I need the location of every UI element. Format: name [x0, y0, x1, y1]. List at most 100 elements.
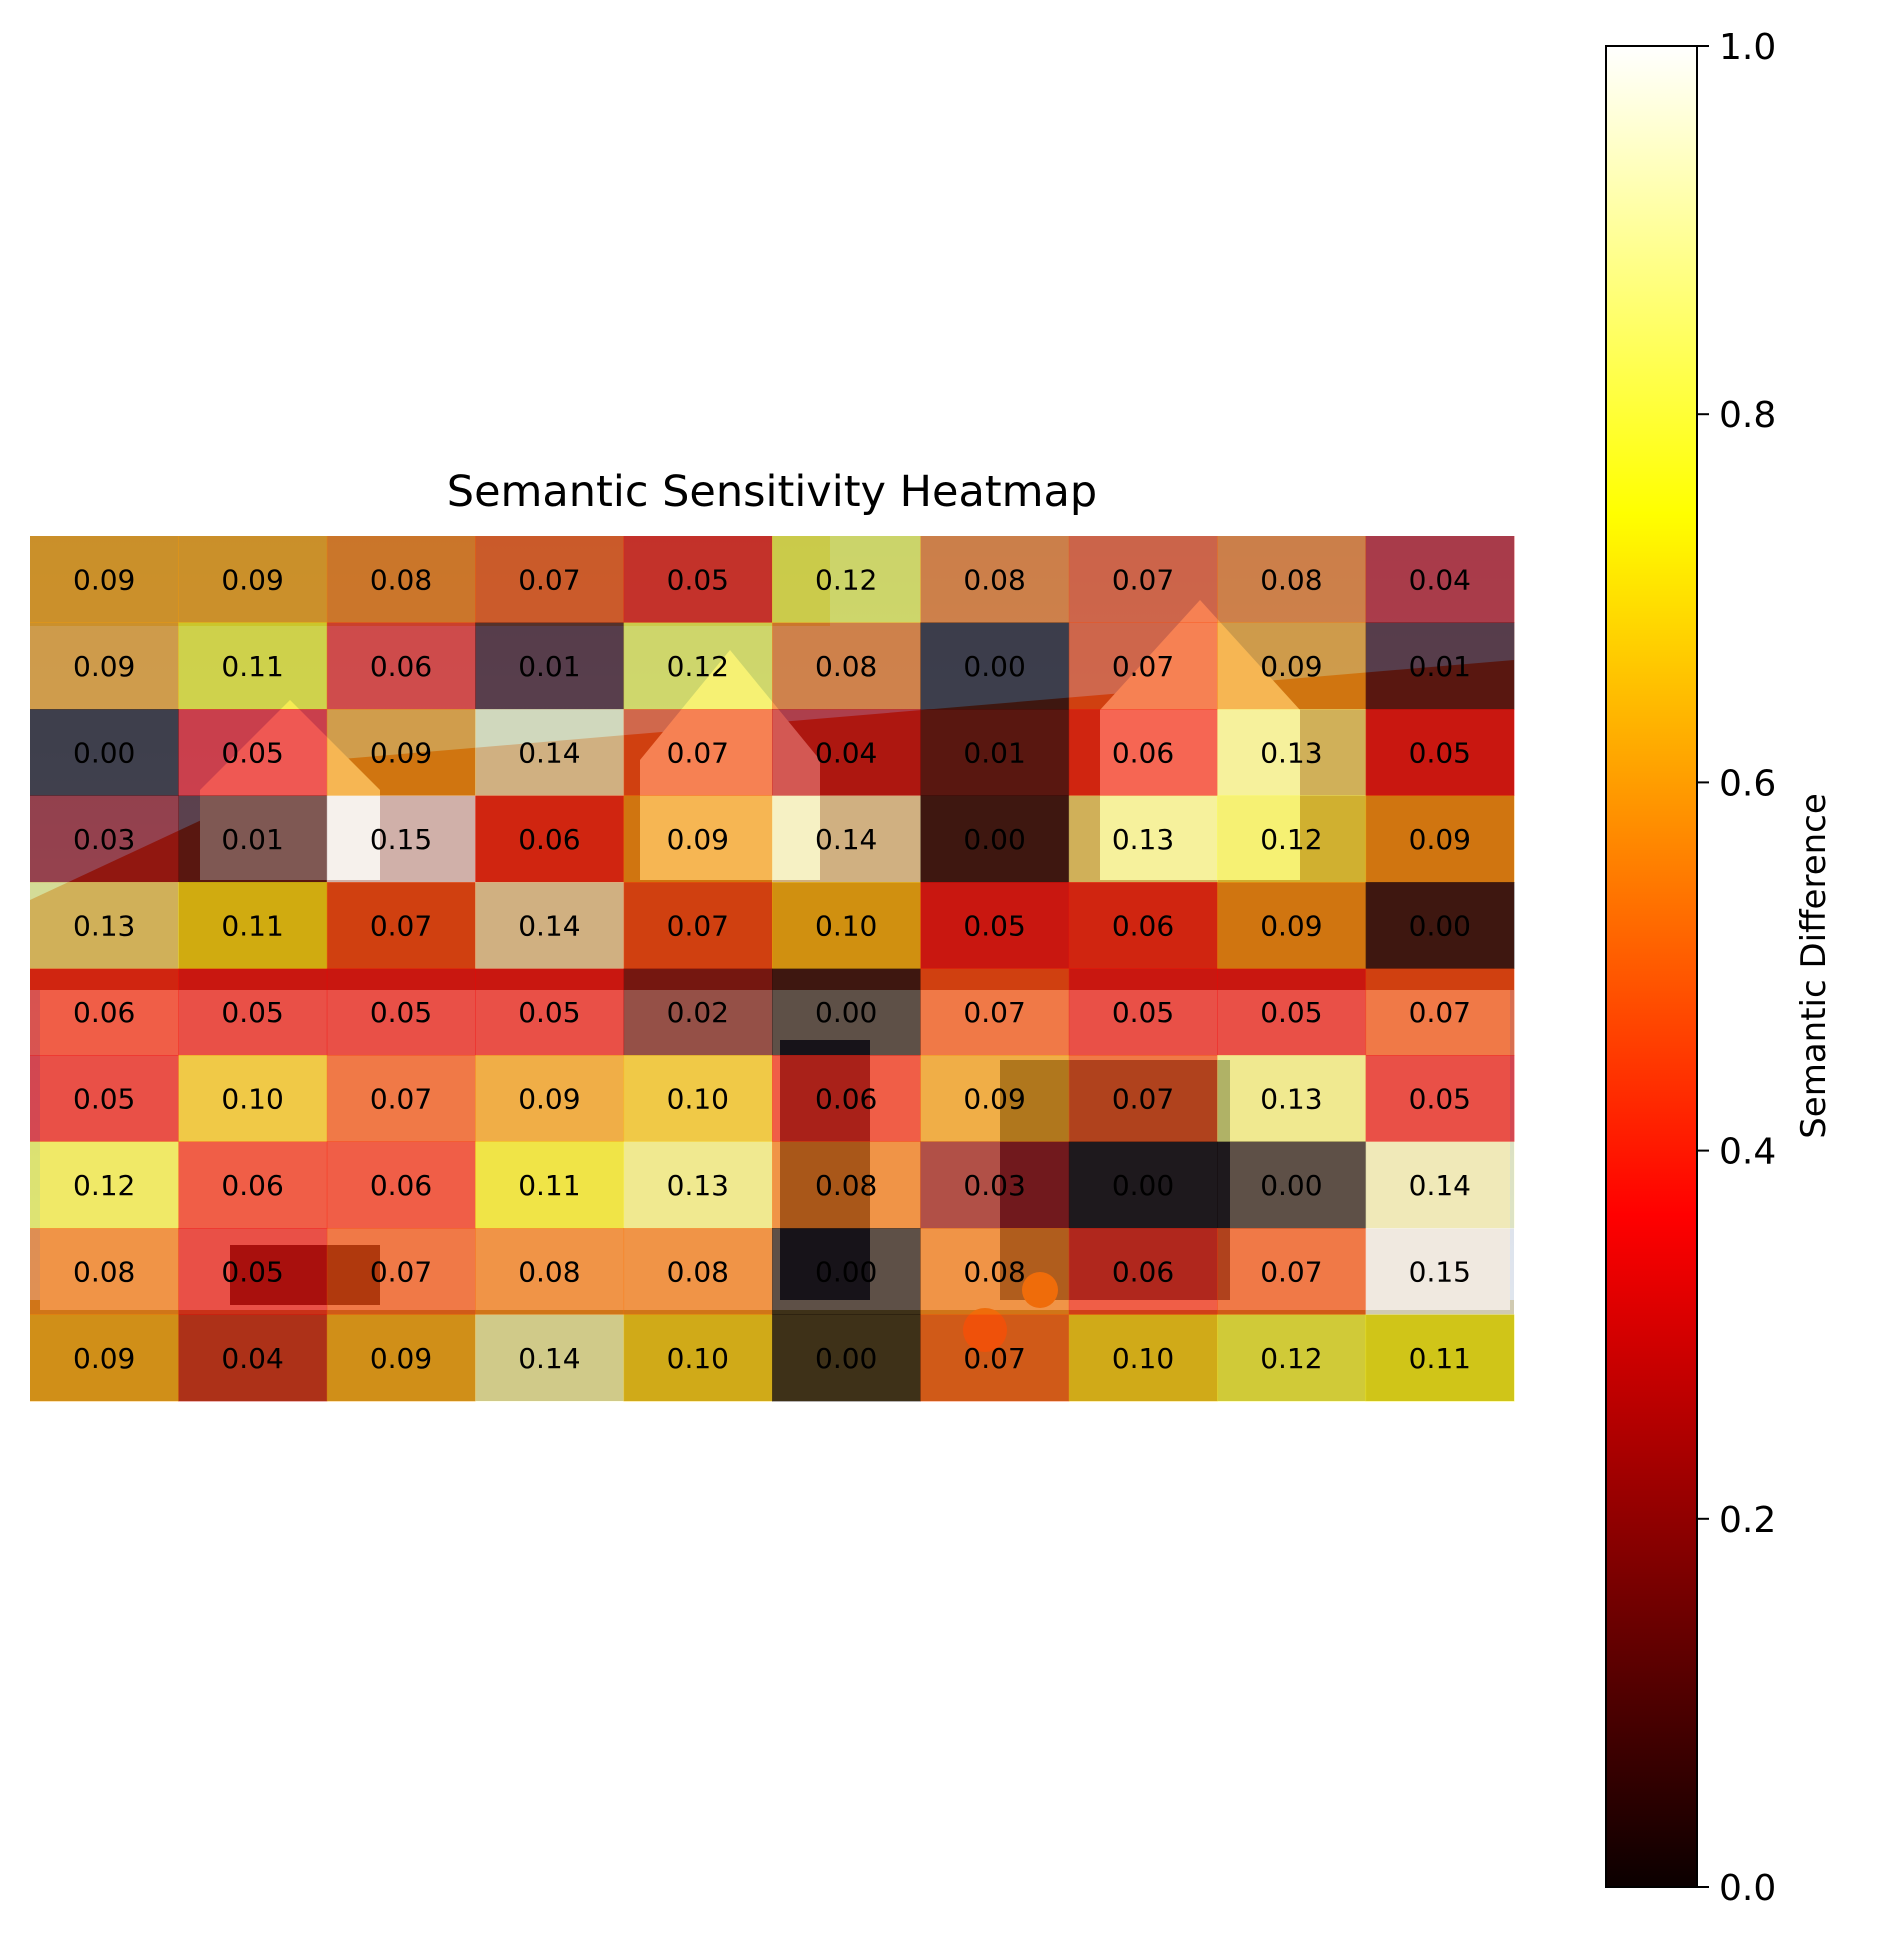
cell-value-label: 0.06 — [370, 650, 432, 683]
heatmap-cell — [326, 1228, 476, 1315]
heatmap-cell — [475, 795, 625, 883]
cell-value-label: 0.00 — [815, 996, 877, 1029]
cell-value-label: 0.08 — [73, 1255, 135, 1288]
cell-value-label: 0.08 — [815, 1169, 877, 1202]
cell-value-label: 0.02 — [667, 996, 729, 1029]
cell-value-label: 0.00 — [73, 736, 135, 769]
heatmap-cell — [475, 1314, 625, 1402]
heatmap-cell — [178, 1314, 328, 1402]
heatmap-cell — [920, 795, 1070, 883]
heatmap-cell — [1068, 1314, 1218, 1402]
heatmap-cell — [475, 1228, 625, 1315]
cell-value-label: 0.11 — [1409, 1342, 1471, 1375]
cell-value-label: 0.07 — [667, 909, 729, 942]
cell-value-label: 0.05 — [667, 563, 729, 596]
heatmap-labels: 0.09 0.09 0.08 0.07 0.05 0.12 0.08 0.07 0.08 0.04… — [73, 563, 1471, 1375]
heatmap-cell — [1217, 1314, 1367, 1402]
cell-value-label: 0.15 — [1409, 1255, 1471, 1288]
cell-value-label: 0.15 — [370, 823, 432, 856]
cell-value-label: 0.10 — [221, 1082, 283, 1115]
heatmap-cell — [326, 536, 476, 623]
cell-value-label: 0.12 — [1260, 823, 1322, 856]
cell-value-label: 0.09 — [667, 823, 729, 856]
cell-value-label: 0.08 — [1260, 563, 1322, 596]
cell-value-label: 0.12 — [815, 563, 877, 596]
cell-value-label: 0.05 — [1409, 1082, 1471, 1115]
heatmap-cell — [772, 882, 921, 969]
heatmap-cell — [326, 795, 476, 883]
heatmap-cell — [1068, 968, 1218, 1056]
cell-value-label: 0.04 — [221, 1342, 283, 1375]
cell-value-label: 0.09 — [73, 650, 135, 683]
heatmap-cell — [1068, 1055, 1218, 1142]
heatmap-cell — [178, 968, 328, 1056]
heatmap-cell — [475, 622, 625, 710]
cell-value-label: 0.05 — [370, 996, 432, 1029]
heatmap-cell — [623, 709, 773, 796]
cell-value-label: 0.01 — [518, 650, 580, 683]
heatmap-cell — [623, 795, 773, 883]
cell-value-label: 0.06 — [221, 1169, 283, 1202]
cell-value-label: 0.06 — [73, 996, 135, 1029]
cell-value-label: 0.00 — [963, 823, 1025, 856]
heatmap-cell — [178, 882, 328, 969]
heatmap-cell — [623, 882, 773, 969]
heatmap-cell — [920, 622, 1070, 710]
colorbar-tick-label: 1.0 — [1719, 27, 1776, 68]
heatmap-cell — [1365, 536, 1515, 623]
cell-value-label: 0.05 — [73, 1082, 135, 1115]
cell-value-label: 0.06 — [1112, 909, 1174, 942]
heatmap-cell — [475, 882, 625, 969]
cell-value-label: 0.12 — [667, 650, 729, 683]
cell-value-label: 0.07 — [667, 736, 729, 769]
cell-value-label: 0.01 — [1409, 650, 1471, 683]
cell-value-label: 0.06 — [1112, 736, 1174, 769]
cell-value-label: 0.03 — [963, 1169, 1025, 1202]
cell-value-label: 0.10 — [1112, 1342, 1174, 1375]
heatmap-cell — [475, 968, 625, 1056]
cell-value-label: 0.05 — [1260, 996, 1322, 1029]
heatmap-cell — [1365, 1141, 1515, 1229]
heatmap-cell — [30, 1228, 179, 1315]
cell-value-label: 0.14 — [518, 736, 580, 769]
cell-value-label: 0.11 — [221, 650, 283, 683]
colorbar-tick-label: 0.6 — [1719, 763, 1776, 804]
cell-value-label: 0.09 — [1260, 909, 1322, 942]
heatmap-cell — [30, 709, 179, 796]
heatmap-cell — [326, 882, 476, 969]
heatmap-cell — [326, 1055, 476, 1142]
cell-value-label: 0.00 — [963, 650, 1025, 683]
heatmap-cell — [772, 795, 921, 883]
cell-value-label: 0.07 — [370, 1082, 432, 1115]
cell-value-label: 0.10 — [815, 909, 877, 942]
heatmap-cell — [772, 709, 921, 796]
heatmap-cell — [772, 1141, 921, 1229]
cell-value-label: 0.00 — [815, 1342, 877, 1375]
heatmap-cell — [1217, 709, 1367, 796]
cell-value-label: 0.14 — [518, 909, 580, 942]
cell-value-label: 0.14 — [518, 1342, 580, 1375]
cell-value-label: 0.08 — [963, 1255, 1025, 1288]
heatmap-cell — [623, 968, 773, 1056]
heatmap-cell — [1217, 1228, 1367, 1315]
cell-value-label: 0.08 — [815, 650, 877, 683]
heatmap-cell — [1217, 1141, 1367, 1229]
heatmap-cell — [326, 709, 476, 796]
heatmap-cell — [1068, 795, 1218, 883]
cell-value-label: 0.05 — [221, 736, 283, 769]
heatmap-cell — [1217, 622, 1367, 710]
heatmap-cell — [178, 1141, 328, 1229]
cell-value-label: 0.13 — [667, 1169, 729, 1202]
cell-value-label: 0.09 — [73, 1342, 135, 1375]
heatmap-cell — [475, 1141, 625, 1229]
heatmap-cell — [772, 968, 921, 1056]
cell-value-label: 0.04 — [1409, 563, 1471, 596]
cell-value-label: 0.14 — [815, 823, 877, 856]
cell-value-label: 0.05 — [963, 909, 1025, 942]
heatmap-cell — [1217, 536, 1367, 623]
heatmap-cell — [1365, 622, 1515, 710]
cell-value-label: 0.05 — [518, 996, 580, 1029]
heatmap-cell — [475, 709, 625, 796]
cell-value-label: 0.06 — [518, 823, 580, 856]
